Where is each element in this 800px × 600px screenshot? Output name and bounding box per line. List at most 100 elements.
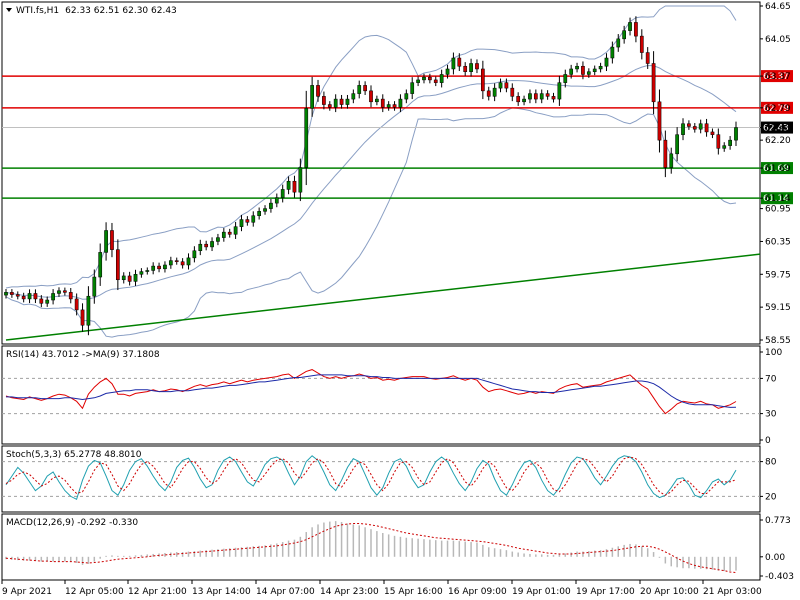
ohlc-values: 62.33 62.51 62.30 62.43: [65, 6, 177, 16]
candle-body: [33, 293, 38, 300]
time-tick-label: 15 Apr 16:00: [384, 587, 443, 597]
candle-body: [92, 276, 97, 297]
candle-body: [422, 76, 426, 81]
trendline[interactable]: [5, 253, 761, 341]
candle-body: [451, 57, 456, 70]
time-tick-label: 14 Apr 23:00: [320, 587, 379, 597]
candle-body: [351, 93, 356, 100]
support-trendline: [5, 253, 761, 341]
horizontal-levels[interactable]: 63.37 62.79 61.69 61.14 62.43: [2, 70, 793, 205]
candle-body: [245, 219, 250, 223]
candle-body: [198, 243, 203, 252]
candle-body: [15, 294, 20, 297]
candle-body: [216, 237, 220, 242]
candle-body: [469, 63, 473, 72]
candle-body: [339, 98, 344, 105]
price-tick-label: 61.14: [765, 194, 791, 204]
stoch-pane: 80 20: [2, 455, 777, 502]
candle-body: [233, 226, 238, 235]
price-tick-label: 61.69: [765, 164, 791, 174]
current-price-tag: [761, 121, 793, 134]
candle-body: [304, 108, 309, 168]
candle-body: [375, 98, 379, 103]
candle-body: [698, 123, 703, 130]
candle-body: [651, 63, 656, 103]
price-tick-label: 62.79: [765, 104, 791, 114]
candle-body: [280, 189, 285, 198]
stoch-main-line: [5, 455, 737, 501]
candle-body: [557, 82, 562, 100]
candle-body: [592, 68, 597, 72]
candle-body: [63, 290, 67, 293]
candle-body: [669, 153, 674, 168]
candle-body: [168, 260, 173, 266]
candle-body: [286, 180, 291, 190]
candle-body: [386, 104, 391, 108]
axis-tick-label: 0: [765, 436, 771, 446]
candle-body: [45, 299, 50, 304]
candle-body: [404, 93, 409, 100]
candle-body: [480, 68, 485, 92]
candle-body: [180, 261, 185, 266]
candle-body: [298, 167, 303, 193]
candle-body: [227, 231, 232, 235]
time-tick-label: 14 Apr 07:00: [256, 587, 315, 597]
candle-body: [51, 293, 55, 301]
stoch-signal-line: [5, 456, 737, 496]
rsi-pane-frame: [1, 345, 761, 445]
chart-title: WTI.fs,H1 62.33 62.51 62.30 62.43: [6, 6, 177, 16]
level-tag: [761, 162, 793, 175]
time-tick-label: 12 Apr 21:00: [128, 587, 187, 597]
candle-body: [522, 98, 526, 103]
candle-body: [457, 57, 462, 67]
candle-body: [86, 295, 91, 326]
candle-body: [569, 68, 574, 75]
candle-body: [663, 139, 668, 168]
candle-body: [398, 98, 403, 108]
candle-body: [616, 38, 621, 48]
candle-body: [357, 85, 362, 94]
candles: [4, 16, 738, 336]
candle-body: [533, 93, 538, 100]
candle-body: [263, 208, 267, 212]
axis-tick-label: 30: [765, 410, 777, 420]
candle-body: [492, 87, 497, 97]
time-tick-label: 21 Apr 03:00: [703, 587, 762, 597]
candle-body: [345, 98, 350, 105]
rsi-line: [5, 369, 737, 415]
candle-body: [10, 292, 14, 295]
time-tick-label: 19 Apr 01:00: [512, 587, 571, 597]
candle-body: [504, 82, 509, 89]
candle-body: [498, 82, 503, 89]
axis-tick-label: 20: [765, 492, 777, 502]
macd-title: MACD(12,26,9) -0.292 -0.330: [6, 518, 138, 528]
candle-body: [316, 85, 320, 97]
symbol-title: WTI.fs,H1: [16, 6, 59, 16]
candle-body: [157, 265, 161, 270]
candle-body: [174, 260, 179, 262]
price-tick-label: 59.15: [765, 303, 791, 313]
candle-body: [716, 134, 721, 149]
candle-body: [704, 123, 709, 133]
level-tag: [761, 70, 793, 83]
level-label: 61.69: [763, 164, 789, 174]
candle-body: [133, 274, 138, 282]
candle-body: [645, 52, 650, 64]
candle-body: [722, 145, 727, 149]
dropdown-triangle-icon[interactable]: [6, 8, 12, 12]
candle-body: [204, 243, 209, 248]
candle-body: [163, 264, 167, 270]
candle-body: [428, 76, 432, 81]
candle-body: [486, 90, 491, 97]
axis-tick-label: 70: [765, 374, 777, 384]
candle-body: [139, 271, 144, 275]
candle-body: [369, 90, 373, 103]
time-tick-label: 12 Apr 05:00: [65, 587, 124, 597]
candle-body: [269, 202, 273, 209]
price-tick-label: 64.65: [765, 2, 791, 12]
candle-body: [115, 249, 120, 281]
candle-body: [333, 98, 338, 108]
candle-body: [628, 22, 632, 31]
